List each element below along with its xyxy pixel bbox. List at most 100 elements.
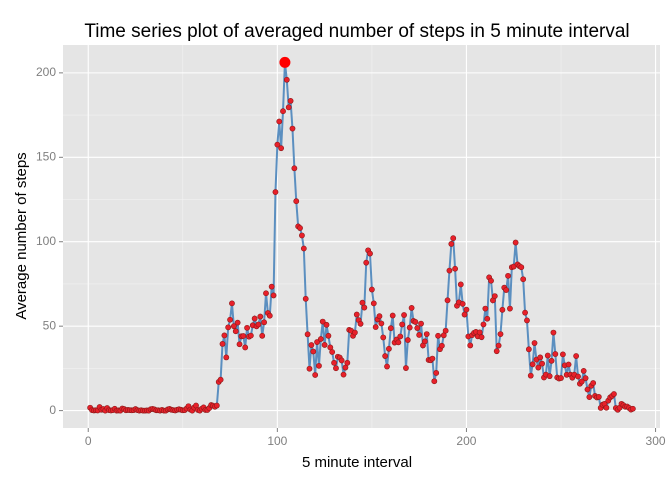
y-tick-label: 150 — [36, 149, 56, 163]
point — [217, 376, 224, 383]
max-point — [279, 56, 291, 68]
point — [359, 299, 366, 306]
point — [333, 365, 339, 372]
point — [244, 324, 250, 331]
x-tick-label: 300 — [646, 434, 666, 448]
point — [535, 364, 542, 371]
point — [539, 360, 545, 367]
chart-title: Time series plot of averaged number of s… — [84, 21, 629, 42]
point — [452, 265, 459, 272]
point — [289, 125, 296, 132]
x-tick-label: 0 — [85, 434, 92, 448]
x-tick-label: 100 — [267, 434, 287, 448]
point — [221, 332, 228, 339]
point — [312, 372, 319, 378]
y-axis-label: Average number of steps — [13, 152, 30, 319]
point — [283, 76, 290, 83]
point — [266, 312, 273, 319]
point — [525, 346, 532, 353]
panel — [63, 45, 660, 428]
point — [461, 311, 468, 318]
point — [357, 320, 364, 327]
point — [493, 348, 500, 355]
point — [225, 324, 232, 331]
point — [386, 345, 392, 352]
point — [227, 316, 233, 323]
point — [401, 312, 407, 318]
point — [319, 318, 326, 325]
point — [285, 104, 292, 111]
point — [302, 295, 309, 302]
point — [499, 306, 506, 313]
point — [442, 327, 449, 334]
point — [603, 404, 610, 411]
point — [299, 232, 305, 239]
point — [304, 331, 311, 338]
point — [389, 312, 396, 319]
point — [270, 292, 277, 299]
point — [573, 353, 580, 359]
point — [219, 341, 226, 347]
point — [259, 332, 266, 339]
point — [403, 365, 409, 371]
point — [433, 370, 440, 376]
point — [399, 321, 406, 328]
point — [340, 371, 347, 378]
point — [476, 329, 483, 336]
point — [503, 287, 510, 293]
point — [240, 333, 247, 339]
point — [261, 319, 268, 326]
point — [544, 352, 551, 359]
y-tick-label: 50 — [43, 318, 57, 332]
point — [344, 359, 351, 366]
point — [565, 361, 572, 368]
y-tick-label: 0 — [49, 403, 56, 417]
point — [578, 378, 585, 385]
point — [438, 342, 445, 349]
point — [378, 320, 385, 327]
point — [416, 332, 423, 338]
point — [488, 277, 494, 284]
point — [586, 394, 593, 400]
point — [263, 290, 269, 297]
point — [520, 276, 527, 283]
point — [414, 325, 421, 331]
point — [444, 297, 451, 304]
point — [213, 402, 220, 409]
point — [272, 189, 279, 195]
y-tick-label: 200 — [36, 65, 56, 79]
point — [546, 373, 553, 380]
point — [382, 353, 389, 359]
point — [387, 325, 394, 332]
point — [590, 380, 597, 386]
point — [406, 324, 413, 331]
point — [367, 250, 373, 257]
x-tick-label: 200 — [456, 434, 476, 448]
point — [314, 339, 320, 345]
grid — [63, 45, 660, 428]
point — [580, 368, 587, 374]
x-axis-label: 5 minute interval — [302, 454, 412, 471]
point — [552, 351, 559, 357]
point — [457, 281, 464, 288]
point — [629, 405, 636, 412]
point — [308, 342, 315, 348]
point — [329, 349, 336, 355]
point — [463, 306, 470, 313]
point — [507, 305, 513, 312]
point — [418, 320, 424, 327]
point — [397, 333, 404, 340]
point — [478, 334, 485, 341]
point — [423, 331, 430, 338]
point — [293, 198, 300, 205]
point — [223, 354, 230, 361]
point — [291, 165, 298, 172]
point — [482, 305, 489, 312]
point — [495, 342, 502, 349]
point — [306, 365, 313, 372]
point — [435, 332, 441, 339]
point — [395, 339, 402, 346]
point — [558, 375, 564, 381]
point — [512, 239, 519, 246]
